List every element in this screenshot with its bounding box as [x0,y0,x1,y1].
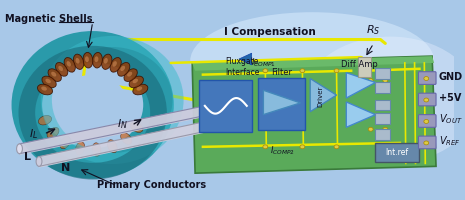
Ellipse shape [368,127,373,131]
Ellipse shape [368,79,373,82]
Ellipse shape [51,72,56,77]
Ellipse shape [64,58,75,72]
Ellipse shape [110,58,121,72]
Polygon shape [346,73,376,98]
Ellipse shape [118,63,130,76]
Text: +5V: +5V [439,93,461,103]
FancyBboxPatch shape [258,78,306,130]
Text: GND: GND [439,72,463,82]
Polygon shape [346,102,376,127]
Ellipse shape [75,58,80,64]
Ellipse shape [424,141,429,145]
Ellipse shape [334,69,339,73]
Ellipse shape [263,69,268,73]
Text: Filter: Filter [272,68,292,77]
Ellipse shape [334,145,339,149]
Ellipse shape [76,142,85,155]
Ellipse shape [58,66,63,71]
Ellipse shape [302,37,465,163]
Ellipse shape [104,58,108,64]
Text: Diff Amp: Diff Amp [340,60,377,69]
Text: $I_N$: $I_N$ [117,117,128,131]
Text: Primary Conductors: Primary Conductors [97,180,206,190]
Ellipse shape [129,76,143,88]
Ellipse shape [58,75,128,135]
FancyBboxPatch shape [375,100,390,110]
FancyBboxPatch shape [375,68,390,79]
Ellipse shape [42,76,56,88]
Ellipse shape [66,61,71,67]
FancyBboxPatch shape [418,136,436,149]
Ellipse shape [424,98,429,102]
Ellipse shape [39,115,52,125]
Ellipse shape [120,66,125,71]
Ellipse shape [190,12,434,110]
Ellipse shape [46,79,51,83]
FancyBboxPatch shape [418,115,436,127]
Ellipse shape [383,79,388,82]
FancyBboxPatch shape [418,72,436,84]
Polygon shape [239,53,252,65]
Ellipse shape [124,69,137,81]
Ellipse shape [38,84,53,95]
Ellipse shape [48,69,61,81]
Text: $I_{COMP2}$: $I_{COMP2}$ [271,144,295,157]
Ellipse shape [133,79,138,83]
FancyBboxPatch shape [375,143,419,162]
Ellipse shape [300,145,305,149]
FancyBboxPatch shape [375,113,390,124]
Ellipse shape [93,52,102,68]
Ellipse shape [133,84,148,95]
Text: $V_{OUT}$: $V_{OUT}$ [439,113,463,126]
Ellipse shape [300,69,305,73]
Ellipse shape [36,157,42,166]
Ellipse shape [94,56,99,62]
Ellipse shape [17,144,22,154]
Ellipse shape [383,127,388,131]
Ellipse shape [137,86,142,91]
Ellipse shape [92,143,101,156]
Ellipse shape [83,52,93,68]
FancyBboxPatch shape [375,82,390,93]
Text: Int.ref: Int.ref [385,148,409,157]
FancyBboxPatch shape [199,80,252,132]
Ellipse shape [41,86,47,91]
Ellipse shape [113,61,117,67]
Text: $V_{REF}$: $V_{REF}$ [439,134,461,148]
Ellipse shape [127,72,132,77]
Ellipse shape [120,133,132,144]
Text: Magnetic Shells: Magnetic Shells [5,14,93,24]
Text: Fluxgate
Interface: Fluxgate Interface [226,57,260,77]
FancyBboxPatch shape [359,57,371,77]
Text: $I_L$: $I_L$ [29,127,39,141]
Text: L: L [24,152,31,162]
Ellipse shape [263,145,268,149]
Polygon shape [192,56,436,173]
Ellipse shape [102,54,112,69]
Ellipse shape [130,122,143,132]
Text: I Compensation: I Compensation [224,27,316,37]
FancyBboxPatch shape [375,129,390,140]
FancyBboxPatch shape [418,93,436,106]
Ellipse shape [60,136,70,149]
Ellipse shape [85,56,89,62]
Ellipse shape [73,54,84,69]
Ellipse shape [424,77,429,80]
Ellipse shape [424,120,429,123]
Polygon shape [192,56,434,71]
Text: Driver: Driver [317,85,323,107]
Text: $I_{COMP1}$: $I_{COMP1}$ [251,56,276,69]
Ellipse shape [47,127,59,138]
Ellipse shape [107,140,117,153]
Polygon shape [310,79,337,112]
Polygon shape [263,90,300,115]
Text: N: N [61,163,71,173]
Text: $R_S$: $R_S$ [366,23,381,37]
Ellipse shape [55,63,68,76]
